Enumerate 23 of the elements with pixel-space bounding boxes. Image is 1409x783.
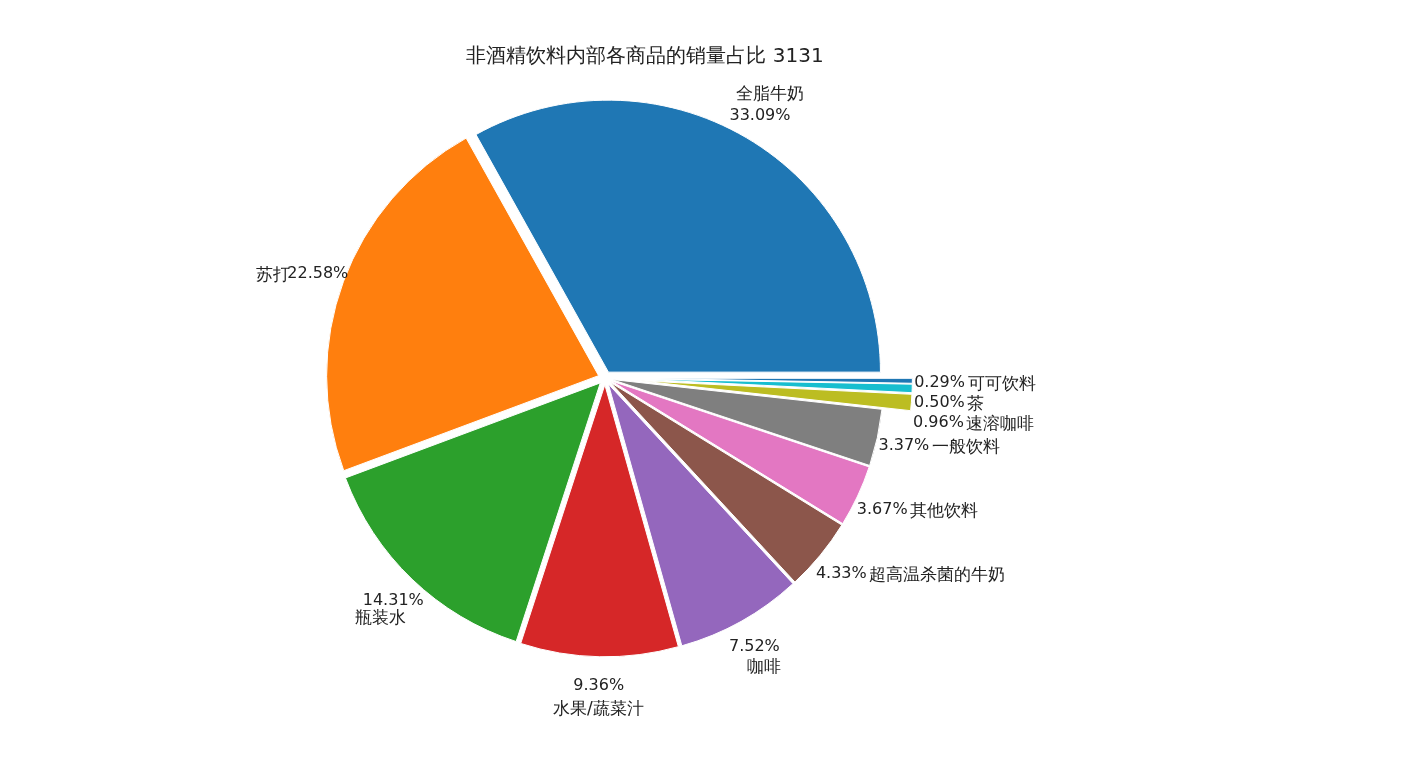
data-label: 0.50% — [913, 392, 965, 412]
data-label: 4.33% — [815, 563, 867, 583]
data-label: 22.58% — [287, 263, 349, 283]
slice-label: 其他饮料 — [910, 499, 979, 520]
data-label: 14.31% — [362, 589, 424, 609]
slice-label: 茶 — [967, 393, 985, 414]
slice-label: 超高温杀菌的牛奶 — [869, 564, 1006, 585]
slice-label: 水果/蔬菜汁 — [552, 698, 644, 719]
data-label: 7.52% — [728, 636, 780, 656]
slice-label: 咖啡 — [746, 656, 781, 677]
slice-label: 苏打 — [255, 264, 290, 285]
data-label: 33.09% — [729, 105, 791, 125]
slice-label: 瓶装水 — [354, 606, 406, 627]
chart-title: 非酒精饮料内部各商品的销量占比 3131 — [466, 43, 824, 67]
data-label: 0.96% — [913, 412, 964, 432]
slice-label: 全脂牛奶 — [735, 83, 804, 104]
data-label: 9.36% — [573, 674, 625, 694]
data-label: 3.67% — [856, 498, 908, 518]
slice-label: 速溶咖啡 — [966, 413, 1035, 434]
slice-label: 一般饮料 — [931, 435, 1000, 456]
slice-label: 可可饮料 — [967, 373, 1036, 394]
data-label: 3.37% — [878, 434, 930, 454]
data-label: 0.29% — [914, 372, 965, 392]
